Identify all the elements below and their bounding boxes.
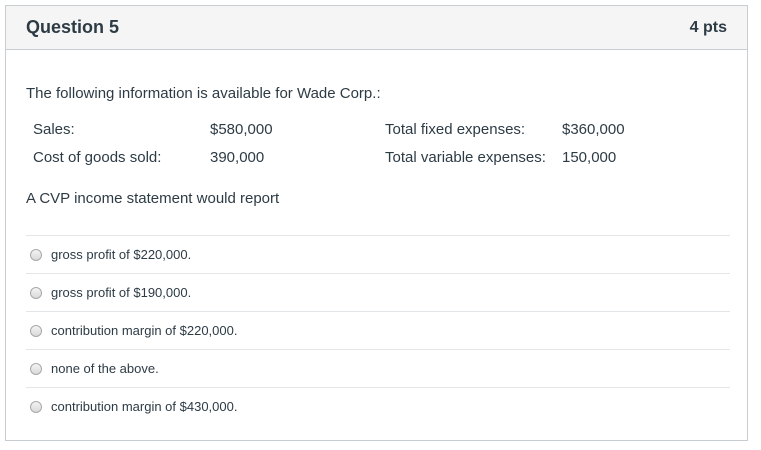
answer-option-3[interactable]: contribution margin of $220,000. [26,311,730,349]
answer-option-5[interactable]: contribution margin of $430,000. [26,387,730,425]
answer-label[interactable]: gross profit of $190,000. [51,285,192,300]
answer-list: gross profit of $220,000. gross profit o… [26,235,730,425]
info-value: 390,000 [210,149,265,166]
question-card: Question 5 4 pts The following informati… [5,5,748,441]
answer-label[interactable]: gross profit of $220,000. [51,247,192,262]
question-prompt: A CVP income statement would report [26,190,280,207]
radio-button[interactable] [30,324,42,337]
question-points: 4 pts [689,18,727,36]
answer-option-2[interactable]: gross profit of $190,000. [26,273,730,311]
question-header: Question 5 4 pts [6,6,747,50]
info-value: $580,000 [210,121,273,138]
info-label: Cost of goods sold: [33,149,162,166]
info-label: Sales: [33,121,75,138]
question-title: Question 5 [26,17,120,37]
radio-button[interactable] [30,286,42,299]
answer-option-1[interactable]: gross profit of $220,000. [26,235,730,273]
info-value: 150,000 [562,149,617,166]
answer-label[interactable]: contribution margin of $220,000. [51,323,238,338]
info-table: Sales: $580,000 Total fixed expenses: $3… [33,121,673,177]
info-row: Cost of goods sold: 390,000 Total variab… [33,149,673,177]
answer-label[interactable]: contribution margin of $430,000. [51,399,238,414]
info-label: Total fixed expenses: [385,121,526,138]
answer-option-4[interactable]: none of the above. [26,349,730,387]
radio-button[interactable] [30,400,42,413]
radio-button[interactable] [30,362,42,375]
question-intro: The following information is available f… [26,85,381,102]
info-value: $360,000 [562,121,625,138]
info-label: Total variable expenses: [385,149,546,166]
info-row: Sales: $580,000 Total fixed expenses: $3… [33,121,673,149]
radio-button[interactable] [30,248,42,261]
answer-label[interactable]: none of the above. [51,361,159,376]
